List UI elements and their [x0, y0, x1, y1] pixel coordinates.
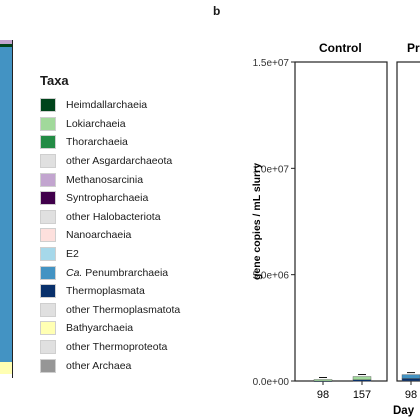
legend-label: other Halobacteriota	[66, 210, 161, 223]
legend-item: Thermoplasmata	[40, 282, 210, 301]
legend-label: other Asgardarchaeota	[66, 155, 173, 168]
legend-swatch	[40, 228, 56, 243]
facet-label: Pro	[407, 41, 420, 55]
legend-item: Nanoarchaeia	[40, 226, 210, 245]
legend-label: Thorarchaeia	[66, 136, 128, 149]
bar-segment	[313, 379, 333, 382]
legend-rows: Heimdallarchaeia Lokiarchaeia Thorarchaeia…	[40, 96, 210, 375]
legend-item: Methanosarcinia	[40, 170, 210, 189]
legend-item: Bathyarchaeia	[40, 319, 210, 338]
legend-swatch	[40, 358, 56, 373]
legend-swatch	[40, 265, 56, 280]
legend-label: Bathyarchaeia	[66, 322, 134, 335]
legend-swatch	[40, 116, 56, 131]
taxa-legend: Taxa Heimdallarchaeia Lokiarchaeia Thorarc…	[40, 72, 210, 375]
legend-label: Thermoplasmata	[66, 285, 145, 298]
gene-copies-chart: Control Pro 0.0e+00 5.0e+06 1.0e+07 1.5e+07 ge…	[251, 41, 420, 417]
legend-swatch	[40, 135, 56, 150]
y-tick-label: 1.5e+07	[253, 58, 290, 69]
legend-label: Syntropharchaeia	[66, 192, 149, 205]
legend-title: Taxa	[40, 73, 69, 88]
legend-swatch	[40, 284, 56, 299]
legend-swatch	[40, 321, 56, 336]
legend-label: Heimdallarchaeia	[66, 99, 148, 112]
legend-item: other Asgardarchaeota	[40, 152, 210, 171]
x-axis-title: Day	[393, 405, 415, 417]
facet-frame	[396, 61, 420, 382]
legend-item: Syntropharchaeia	[40, 189, 210, 208]
stack-segment	[0, 40, 12, 362]
stack-segment	[0, 362, 12, 374]
facet-frame	[294, 61, 388, 382]
legend-item: E2	[40, 245, 210, 264]
legend-item: Thorarchaeia	[40, 133, 210, 152]
legend-swatch	[40, 191, 56, 206]
legend-label: other Archaea	[66, 359, 132, 372]
stack-segment	[0, 44, 12, 47]
legend-item: Lokiarchaeia	[40, 115, 210, 134]
legend-swatch	[40, 247, 56, 262]
legend-label: other Thermoproteota	[66, 341, 168, 354]
legend-label: Nanoarchaeia	[66, 229, 132, 242]
y-axis-title: gene copies / mL slurry	[251, 163, 263, 280]
y-tick-label: 1.0e+07	[253, 164, 290, 175]
bar-segment	[352, 379, 372, 382]
facet-label: Control	[319, 41, 362, 55]
x-tick-label: 157	[353, 389, 371, 401]
legend-swatch	[40, 340, 56, 355]
bar-segment	[401, 374, 420, 379]
legend-item: other Thermoplasmatota	[40, 301, 210, 320]
legend-swatch	[40, 209, 56, 224]
bar-segment	[401, 378, 420, 382]
legend-label: Ca. Penumbrarchaeia	[66, 266, 169, 279]
y-tick-label: 0.0e+00	[253, 377, 290, 388]
panel-letter-b: b	[213, 4, 221, 18]
y-tick-label: 5.0e+06	[253, 271, 290, 282]
legend-item: other Thermoproteota	[40, 338, 210, 357]
legend-label: E2	[66, 248, 79, 261]
stack-segment	[0, 40, 12, 44]
legend-swatch	[40, 302, 56, 317]
legend-item: Ca. Penumbrarchaeia	[40, 263, 210, 282]
x-tick-label: 98	[317, 389, 329, 401]
legend-item: other Halobacteriota	[40, 208, 210, 227]
legend-swatch	[40, 172, 56, 187]
legend-swatch	[40, 154, 56, 169]
legend-label: Methanosarcinia	[66, 173, 144, 186]
legend-item: Heimdallarchaeia	[40, 96, 210, 115]
legend-label: other Thermoplasmatota	[66, 303, 181, 316]
legend-item: other Archaea	[40, 356, 210, 375]
relative-abundance-stacked-bar	[0, 0, 16, 420]
legend-swatch	[40, 98, 56, 113]
bar-segment	[352, 376, 372, 380]
legend-label: Lokiarchaeia	[66, 117, 126, 130]
x-tick-label: 98	[405, 389, 417, 401]
